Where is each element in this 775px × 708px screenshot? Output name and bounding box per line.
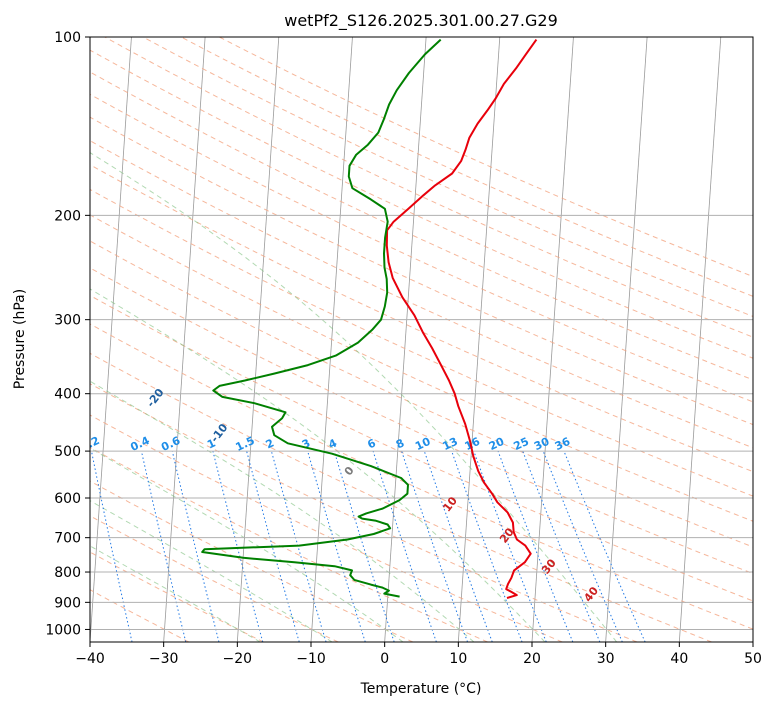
- isotherm: [678, 37, 722, 642]
- y-tick-label: 1000: [45, 622, 81, 638]
- dry-adiabat: [104, 37, 753, 338]
- mixing-ratio-label: 16: [463, 435, 483, 453]
- y-tick-label: 700: [54, 531, 81, 547]
- mixing-ratio-label: 20: [487, 435, 507, 453]
- isotherm: [605, 37, 648, 642]
- plot-frame: [89, 36, 754, 643]
- dry-adiabat: [90, 71, 753, 381]
- mixing-ratio-line: [372, 450, 437, 642]
- mixing-ratio-label: 13: [441, 435, 460, 453]
- pressure-grid: [90, 37, 753, 630]
- dry-adiabat: [90, 414, 563, 642]
- y-axis: 100 200 300 400 500 600 700 800 900 1000: [45, 30, 90, 638]
- mixing-ratio-line: [563, 450, 646, 642]
- isotherm: [163, 37, 206, 642]
- dry-adiabat: [90, 240, 753, 548]
- isotherm: [457, 37, 501, 642]
- dry-adiabat: [90, 267, 753, 575]
- moist-adiabat: [90, 447, 404, 642]
- dry-adiabat: [90, 352, 712, 642]
- chart-title: wetPf2_S126.2025.301.00.27.G29: [284, 11, 558, 31]
- x-tick-label: 30: [597, 651, 615, 667]
- series-lines: [201, 38, 538, 599]
- dry-adiabat: [180, 37, 753, 297]
- mixing-ratio-line: [522, 450, 601, 642]
- y-tick-label: 400: [54, 387, 81, 403]
- mixing-ratio-line: [333, 450, 395, 642]
- mixing-ratio-line: [423, 450, 493, 642]
- x-tick-label: −30: [149, 651, 179, 667]
- y-tick-label: 200: [54, 208, 81, 224]
- mixing-ratio-label: 25: [512, 435, 531, 453]
- y-tick-label: 800: [54, 565, 81, 581]
- dry-adiabat: [90, 551, 264, 642]
- dry-adiabat: [90, 294, 753, 602]
- y-tick-label: 500: [54, 444, 81, 460]
- x-tick-label: 50: [744, 651, 762, 667]
- moist-adiabat: [90, 288, 546, 642]
- mixing-ratio-line: [246, 450, 300, 642]
- mixing-ratio-line: [473, 450, 547, 642]
- mixing-ratio-label: 36: [553, 435, 573, 453]
- moist-adiabat: [90, 380, 475, 642]
- mixing-ratio-label: 30: [532, 435, 552, 453]
- dry-adiabat: [90, 188, 753, 497]
- x-tick-label: 0: [380, 651, 389, 667]
- mixing-ratio-line: [451, 450, 523, 642]
- x-axis: −40 −30 −20 −10 0 10 20 30 40 50: [75, 642, 762, 667]
- dry-adiabat: [90, 116, 753, 426]
- background-lines: [90, 37, 753, 642]
- dewpoint-line: [201, 38, 442, 598]
- mixing-ratio-line: [307, 450, 366, 642]
- x-tick-label: 10: [449, 651, 467, 667]
- mixing-ratio-label: 0.2: [78, 434, 101, 454]
- isotherm: [90, 37, 132, 642]
- dry-adiabat: [90, 446, 488, 642]
- temperature-line: [385, 39, 538, 599]
- x-tick-label: −10: [296, 651, 326, 667]
- mixing-ratio-line: [497, 450, 574, 642]
- mixing-ratio-line: [91, 451, 133, 642]
- mixing-ratio-line: [141, 451, 187, 642]
- dry-adiabat: [90, 589, 190, 642]
- dry-adiabat: [90, 140, 753, 449]
- x-tick-label: −20: [223, 651, 253, 667]
- moist-adiabat: [90, 545, 261, 642]
- isotherm: [236, 37, 280, 642]
- isotherm: [531, 37, 574, 642]
- mixing-ratio-line: [401, 450, 468, 642]
- x-tick-label: 20: [523, 651, 541, 667]
- y-tick-label: 600: [54, 491, 81, 507]
- x-axis-label: Temperature (°C): [360, 681, 482, 697]
- y-tick-label: 100: [54, 30, 81, 46]
- dry-adiabat: [90, 214, 753, 522]
- mixing-ratio-line: [171, 450, 220, 642]
- isotherm: [384, 37, 427, 642]
- y-tick-label: 300: [54, 313, 81, 329]
- x-tick-label: −40: [75, 651, 105, 667]
- dry-adiabat: [90, 480, 414, 642]
- dry-adiabat: [90, 383, 638, 642]
- mixing-ratio-line: [212, 450, 264, 642]
- y-tick-label: 900: [54, 595, 81, 611]
- mixing-ratio-line: [542, 450, 623, 642]
- y-axis-label: Pressure (hPa): [12, 289, 28, 389]
- x-tick-label: 40: [670, 651, 688, 667]
- mixing-ratio-label: 10: [413, 435, 433, 453]
